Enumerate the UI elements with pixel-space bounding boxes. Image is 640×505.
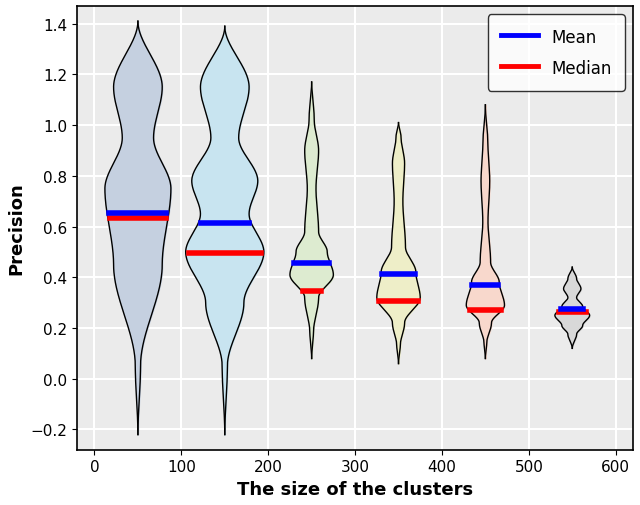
X-axis label: The size of the clusters: The size of the clusters — [237, 480, 473, 498]
Y-axis label: Precision: Precision — [7, 182, 25, 275]
Legend: Mean, Median: Mean, Median — [488, 15, 625, 91]
